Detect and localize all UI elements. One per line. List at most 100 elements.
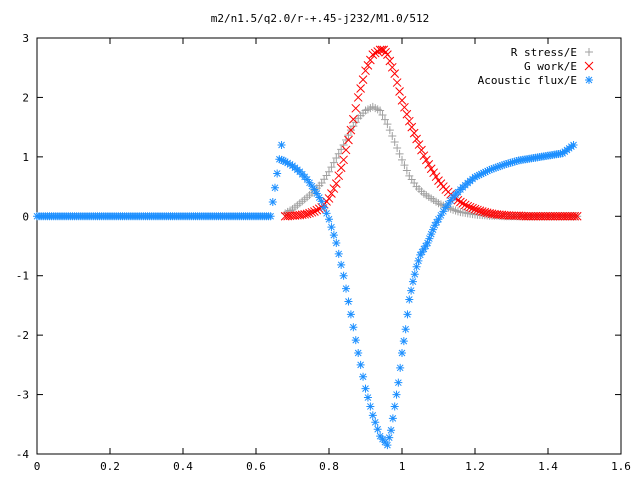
data-point [410, 270, 419, 279]
data-point [312, 189, 321, 198]
data-point [371, 418, 380, 427]
data-point [404, 116, 414, 126]
data-point [315, 193, 324, 202]
data-point [402, 109, 412, 119]
data-point [327, 163, 336, 172]
data-point [325, 167, 333, 176]
data-point [361, 66, 370, 76]
data-point [305, 208, 314, 218]
data-point [380, 115, 389, 124]
y-tick-label: 2 [22, 91, 29, 104]
data-point [334, 149, 343, 158]
data-point [419, 244, 428, 253]
data-point [431, 172, 441, 182]
data-point [342, 284, 351, 293]
data-point [353, 93, 363, 102]
data-point [373, 425, 382, 434]
data-point [424, 160, 434, 169]
data-point [387, 426, 396, 435]
data-point [286, 160, 295, 169]
data-point [341, 145, 351, 155]
data-point [473, 172, 482, 181]
legend-marker [585, 48, 593, 56]
data-point [572, 211, 582, 221]
data-point [396, 363, 405, 372]
data-point [334, 249, 343, 258]
y-tick-label: 3 [22, 32, 29, 45]
data-point [351, 103, 361, 113]
data-point [375, 45, 385, 55]
data-point [366, 55, 375, 65]
legend-marker [585, 76, 593, 84]
data-point [388, 414, 397, 423]
data-point [412, 134, 421, 144]
data-point [356, 84, 365, 93]
data-point [387, 62, 397, 72]
data-point [407, 122, 417, 132]
data-point [273, 169, 282, 178]
x-tick-label: 0.6 [246, 460, 266, 473]
data-point [419, 151, 429, 161]
y-tick-label: 0 [22, 210, 29, 223]
data-point [429, 168, 438, 178]
x-tick-label: 0 [34, 460, 41, 473]
data-point [473, 205, 482, 215]
data-point [439, 207, 448, 216]
data-point [320, 203, 329, 212]
data-point [444, 200, 453, 209]
data-point [361, 384, 370, 393]
data-point [417, 145, 426, 155]
data-point [493, 162, 502, 171]
data-point [300, 209, 310, 219]
data-point [465, 202, 475, 212]
data-point [368, 411, 377, 420]
data-point [414, 140, 424, 149]
data-point [349, 323, 358, 332]
data-point [421, 155, 431, 165]
data-point [393, 143, 402, 152]
data-point [368, 50, 378, 59]
data-point [302, 209, 312, 219]
data-point [491, 163, 500, 172]
data-point [327, 223, 336, 232]
data-point [337, 145, 346, 154]
data-point [310, 207, 319, 216]
data-point [498, 161, 507, 170]
x-tick-label: 1 [399, 460, 406, 473]
data-point [426, 164, 436, 174]
data-point [456, 197, 465, 207]
data-point [485, 165, 494, 174]
data-point [344, 135, 353, 145]
data-point [570, 211, 580, 221]
legend-marker [584, 61, 594, 71]
data-point [510, 157, 519, 166]
y-tick-label: -3 [16, 389, 29, 402]
data-point [423, 239, 432, 248]
x-tick-label: 1.4 [538, 460, 558, 473]
data-point [458, 199, 468, 208]
data-point [496, 162, 505, 171]
data-point [412, 262, 421, 271]
data-point [502, 159, 511, 168]
data-point [376, 106, 385, 115]
data-point [400, 161, 409, 170]
data-point [370, 48, 380, 58]
data-point [329, 231, 338, 240]
y-tick-label: -2 [16, 329, 29, 342]
data-point [481, 167, 490, 176]
data-point [400, 102, 409, 112]
data-point [401, 325, 410, 334]
data-point [463, 201, 473, 211]
data-point [275, 155, 284, 164]
data-point [388, 132, 397, 141]
data-point [385, 126, 394, 135]
data-point [399, 337, 408, 346]
data-point [339, 271, 348, 280]
data-point [325, 215, 333, 224]
data-point [409, 128, 419, 138]
data-point [395, 149, 404, 158]
data-point [569, 140, 578, 149]
data-point [471, 173, 479, 182]
data-point [500, 160, 509, 169]
